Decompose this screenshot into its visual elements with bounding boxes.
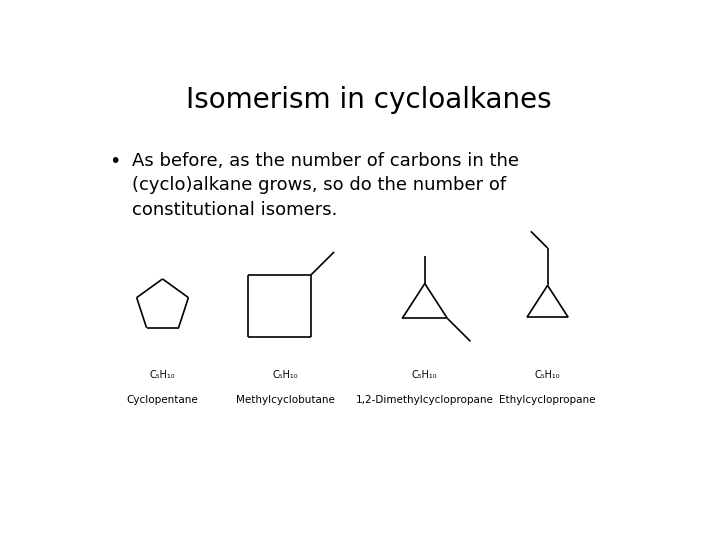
Text: Cyclopentane: Cyclopentane: [127, 395, 199, 404]
Text: As before, as the number of carbons in the
(cyclo)alkane grows, so do the number: As before, as the number of carbons in t…: [132, 152, 519, 219]
Text: C₅H₁₀: C₅H₁₀: [272, 369, 298, 380]
Text: 1,2-Dimethylcyclopropane: 1,2-Dimethylcyclopropane: [356, 395, 494, 404]
Text: C₅H₁₀: C₅H₁₀: [412, 369, 438, 380]
Text: C₅H₁₀: C₅H₁₀: [150, 369, 176, 380]
Text: •: •: [109, 152, 121, 171]
Text: Methylcyclobutane: Methylcyclobutane: [236, 395, 335, 404]
Text: Ethylcyclopropane: Ethylcyclopropane: [499, 395, 596, 404]
Text: Isomerism in cycloalkanes: Isomerism in cycloalkanes: [186, 85, 552, 113]
Text: C₅H₁₀: C₅H₁₀: [535, 369, 560, 380]
